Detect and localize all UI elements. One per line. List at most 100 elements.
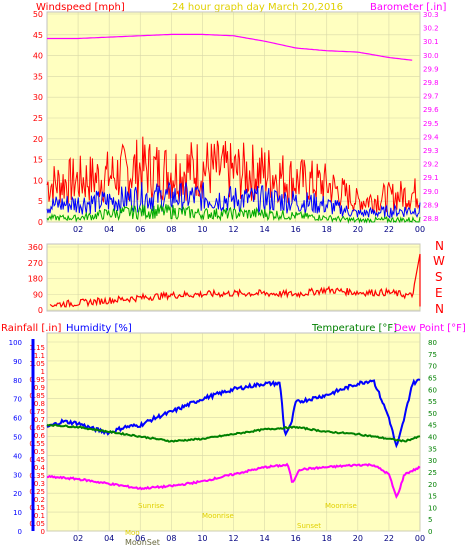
humidity-tick-label: 80	[13, 377, 22, 385]
windspeed-tick-label: 30	[33, 93, 43, 102]
temperature-tick-label: 30	[428, 457, 437, 465]
direction-tick-label: 360	[28, 243, 43, 252]
rainfall-tick-label: 1	[41, 368, 45, 376]
barometer-tick-label: 29.7	[423, 93, 439, 101]
x-tick-label: 10	[197, 534, 207, 543]
rainfall-tick-label: 0.55	[29, 440, 45, 448]
x-tick-label: 16	[291, 534, 301, 543]
rainfall-tick-label: 0.9	[34, 384, 45, 392]
temperature-tick-label: 5	[428, 516, 432, 524]
x-tick-label: 08	[166, 534, 176, 543]
rainfall-tick-label: 0.65	[29, 424, 45, 432]
temperature-tick-label: 40	[428, 434, 437, 442]
annotation-moonset-short: Moo	[125, 529, 140, 537]
temperature-tick-label: 50	[428, 410, 437, 418]
windspeed-tick-label: 50	[33, 10, 43, 19]
humidity-tick-label: 20	[13, 490, 22, 498]
annotation-sunset: Sunset	[297, 522, 321, 530]
x-tick-label: 14	[259, 534, 269, 543]
humidity-tick-label: 0	[18, 528, 22, 536]
x-tick-label: 16	[291, 225, 301, 234]
rainfall-tick-label: 0.1	[34, 512, 45, 520]
humidity-tick-label: 10	[13, 509, 22, 517]
humidity-axis-label: Humidity [%]	[66, 323, 132, 334]
windspeed-tick-label: 0	[38, 218, 43, 227]
temperature-tick-label: 25	[428, 469, 437, 477]
barometer-tick-label: 30.1	[423, 38, 439, 46]
x-tick-label: 22	[384, 534, 394, 543]
temperature-tick-label: 10	[428, 504, 437, 512]
direction-tick-label: 0	[38, 306, 43, 315]
x-tick-label: 18	[322, 225, 332, 234]
windspeed-tick-label: 5	[38, 197, 43, 206]
x-tick-label: 04	[104, 225, 114, 234]
barometer-tick-label: 29.6	[423, 106, 439, 114]
barometer-tick-label: 28.9	[423, 201, 439, 209]
barometer-axis-label: Barometer [.in]	[370, 2, 446, 13]
barometer-tick-label: 30.0	[423, 52, 439, 60]
rainfall-tick-label: 0	[41, 528, 45, 536]
graph-title: 24 hour graph day March 20,2016	[172, 2, 343, 13]
humidity-tick-label: 30	[13, 471, 22, 479]
barometer-tick-label: 29.1	[423, 174, 439, 182]
rainfall-tick-label: 0.6	[34, 432, 46, 440]
rainfall-tick-label: 0.5	[34, 448, 45, 456]
wind-low-series-line	[46, 203, 421, 224]
barometer-tick-label: 29.3	[423, 147, 439, 155]
compass-w: W	[433, 254, 445, 268]
humidity-tick-label: 100	[9, 339, 22, 347]
dewpoint-series-line	[46, 462, 421, 499]
x-tick-label: 02	[73, 534, 83, 543]
windspeed-tick-label: 20	[33, 135, 43, 144]
compass-s: S	[435, 270, 443, 284]
humidity-tick-label: 60	[13, 415, 22, 423]
x-tick-label: 14	[259, 225, 269, 234]
rainfall-tick-label: 0.2	[34, 496, 45, 504]
windspeed-tick-label: 25	[33, 114, 43, 123]
rainfall-tick-label: 0.3	[34, 480, 45, 488]
gust-series-line	[46, 136, 421, 213]
series-layer	[46, 33, 421, 499]
x-tick-label: 22	[384, 225, 394, 234]
annotation-moonrise: Moonrise	[325, 502, 357, 510]
barometer-tick-label: 28.8	[423, 215, 439, 223]
wind-series-line	[46, 181, 421, 219]
rainfall-tick-label: 0.7	[34, 416, 45, 424]
windspeed-tick-label: 35	[33, 72, 43, 81]
temperature-tick-label: 75	[428, 351, 437, 359]
windspeed-tick-label: 40	[33, 52, 43, 61]
rainfall-tick-label: 0.15	[29, 504, 45, 512]
temperature-tick-label: 80	[428, 339, 437, 347]
temperature-tick-label: 60	[428, 386, 437, 394]
x-tick-label: 00	[415, 534, 425, 543]
temperature-tick-label: 70	[428, 363, 437, 371]
temperature-series-line	[46, 423, 421, 443]
rainfall-tick-label: 0.35	[29, 472, 45, 480]
temperature-tick-label: 65	[428, 374, 437, 382]
windspeed-tick-label: 10	[33, 176, 43, 185]
direction-series-line	[49, 253, 421, 309]
humidity-tick-label: 40	[13, 452, 22, 460]
windspeed-tick-label: 45	[33, 31, 43, 40]
direction-tick-label: 270	[28, 259, 43, 268]
temperature-axis-label: Temperature [°F]	[311, 323, 397, 334]
windspeed-tick-label: 15	[33, 156, 43, 165]
rainfall-tick-label: 0.75	[29, 408, 45, 416]
humidity-tick-label: 90	[13, 358, 22, 366]
rainfall-tick-label: 1.15	[29, 344, 45, 352]
rainfall-tick-label: 0.45	[29, 456, 45, 464]
temperature-tick-label: 55	[428, 398, 437, 406]
x-tick-label: 18	[322, 534, 332, 543]
compass-e: E	[435, 286, 443, 300]
windspeed-axis-label: Windspeed [mph]	[36, 2, 125, 13]
direction-tick-label: 180	[28, 275, 43, 284]
barometer-tick-label: 30.3	[423, 11, 439, 19]
x-tick-label: 00	[415, 225, 425, 234]
annotation-moonset: MoonSet	[125, 538, 160, 547]
rainfall-tick-label: 0.85	[29, 392, 45, 400]
dewpoint-axis-label: Dew Point [°F]	[394, 323, 466, 334]
barometer-tick-label: 29.2	[423, 161, 439, 169]
barometer-tick-label: 29.4	[423, 133, 439, 141]
